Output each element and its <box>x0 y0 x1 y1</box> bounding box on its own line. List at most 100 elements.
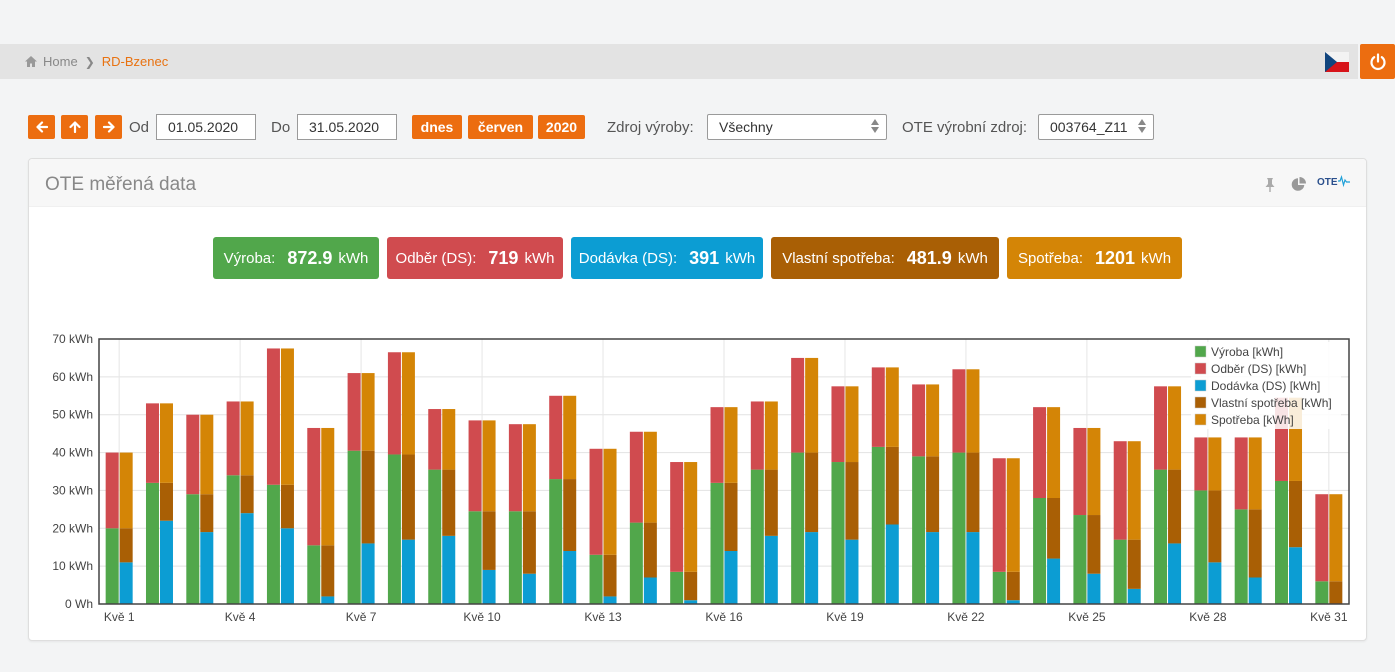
ote-source-select[interactable]: 003764_Z11 <box>1038 114 1154 140</box>
bar-vlastni-spotreba <box>159 482 173 521</box>
bar-odber <box>992 458 1006 572</box>
bar-odber <box>831 386 845 463</box>
x-tick-label: Kvě 22 <box>947 610 985 624</box>
bar-vlastni-spotreba <box>603 554 617 597</box>
stat-spotreba-label: Spotřeba: <box>1017 249 1083 267</box>
bar-spotreba <box>724 407 738 483</box>
do-label: Do <box>271 119 291 136</box>
stat-vlastni-spotreba-label: Vlastní spotřeba: <box>782 249 895 267</box>
bar-vlastni-spotreba <box>724 482 738 551</box>
panel-title: OTE měřená data <box>45 174 197 195</box>
bar-dodavka <box>1087 573 1101 604</box>
bar-odber <box>226 401 240 476</box>
x-tick-label: Kvě 1 <box>104 610 135 624</box>
bar-vyroba <box>629 522 643 604</box>
bar-dodavka <box>1127 588 1141 604</box>
breadcrumb-current[interactable]: RD-Bzenec <box>101 54 169 69</box>
stat-spotreba-unit: kWh <box>1141 249 1172 267</box>
bar-vlastni-spotreba <box>442 469 456 536</box>
bar-odber <box>1033 407 1047 498</box>
bar-dodavka <box>1248 577 1262 604</box>
bar-odber <box>1194 437 1208 491</box>
bar-vyroba <box>1073 515 1087 604</box>
pin-icon[interactable] <box>1263 177 1277 192</box>
pie-chart-icon[interactable] <box>1291 177 1306 192</box>
bar-spotreba <box>1248 437 1262 510</box>
logout-button[interactable] <box>1360 44 1395 79</box>
bar-vlastni-spotreba <box>764 469 778 536</box>
y-tick-label: 10 kWh <box>52 559 93 573</box>
x-tick-label: Kvě 10 <box>463 610 501 624</box>
bar-odber <box>347 373 361 451</box>
bar-dodavka <box>885 524 899 604</box>
stat-vlastni-spotreba-unit: kWh <box>957 249 988 267</box>
x-tick-label: Kvě 16 <box>705 610 743 624</box>
select-arrows-icon <box>1138 119 1146 133</box>
y-tick-label: 40 kWh <box>52 446 93 460</box>
bar-spotreba <box>119 452 133 529</box>
bar-vyroba <box>468 511 482 604</box>
bar-dodavka <box>1006 600 1020 604</box>
stat-vyroba-unit: kWh <box>338 249 369 267</box>
legend-swatch <box>1194 413 1207 426</box>
home-icon <box>25 56 37 67</box>
bar-spotreba <box>321 427 335 546</box>
bar-spotreba <box>563 395 577 480</box>
y-tick-label: 60 kWh <box>52 370 93 384</box>
bar-odber <box>952 369 966 453</box>
bar-vyroba <box>1033 498 1047 604</box>
year-button[interactable]: 2020 <box>538 115 585 139</box>
bar-dodavka <box>280 528 294 604</box>
bar-odber <box>186 414 200 495</box>
date-to-input[interactable]: 31.05.2020 <box>297 114 397 140</box>
bar-vyroba <box>871 446 885 604</box>
bar-dodavka <box>1208 562 1222 604</box>
source-select[interactable]: Všechny <box>707 114 887 140</box>
bar-odber <box>266 348 280 485</box>
bar-dodavka <box>522 573 536 604</box>
bar-vlastni-spotreba <box>1208 490 1222 563</box>
bar-spotreba <box>1127 441 1141 540</box>
bar-spotreba <box>845 386 859 463</box>
y-tick-label: 0 Wh <box>65 597 93 611</box>
bar-dodavka <box>805 532 819 604</box>
next-period-button[interactable] <box>95 115 122 139</box>
bar-spotreba <box>522 424 536 512</box>
stat-vlastni-spotreba-value: 481.9 <box>906 247 952 268</box>
bar-spotreba <box>805 357 819 453</box>
bar-vyroba <box>1113 539 1127 604</box>
bar-odber <box>387 352 401 455</box>
stat-dodavka-unit: kWh <box>725 249 756 267</box>
bar-spotreba <box>1087 427 1101 516</box>
bar-dodavka <box>321 596 335 604</box>
bar-odber <box>629 431 643 523</box>
bar-odber <box>710 407 724 483</box>
stat-odber-unit: kWh <box>524 249 555 267</box>
bar-spotreba <box>240 401 254 476</box>
bar-vyroba <box>347 450 361 604</box>
bar-dodavka <box>401 539 415 604</box>
czech-flag-icon[interactable] <box>1325 50 1349 74</box>
breadcrumb-home-link[interactable]: Home <box>43 54 78 69</box>
previous-period-button[interactable] <box>28 115 55 139</box>
bar-spotreba <box>159 403 173 483</box>
today-button[interactable]: dnes <box>412 115 462 139</box>
parent-period-button[interactable] <box>61 115 88 139</box>
ote-logo-icon[interactable]: OTE <box>1317 174 1351 190</box>
y-tick-label: 50 kWh <box>52 408 93 422</box>
bar-vyroba <box>266 484 280 604</box>
bar-odber <box>1154 386 1168 470</box>
bar-odber <box>670 462 684 572</box>
x-tick-label: Kvě 7 <box>346 610 377 624</box>
bar-spotreba <box>361 373 375 451</box>
month-button[interactable]: červen <box>468 115 533 139</box>
bar-odber <box>145 403 159 483</box>
bar-dodavka <box>563 551 577 604</box>
bar-spotreba <box>401 352 415 455</box>
bar-dodavka <box>361 543 375 604</box>
bar-vlastni-spotreba <box>361 450 375 544</box>
stat-vyroba: Výroba: 872.9 kWh <box>213 237 379 279</box>
date-from-input[interactable]: 01.05.2020 <box>156 114 256 140</box>
bar-dodavka <box>603 596 617 604</box>
bar-dodavka <box>159 520 173 604</box>
